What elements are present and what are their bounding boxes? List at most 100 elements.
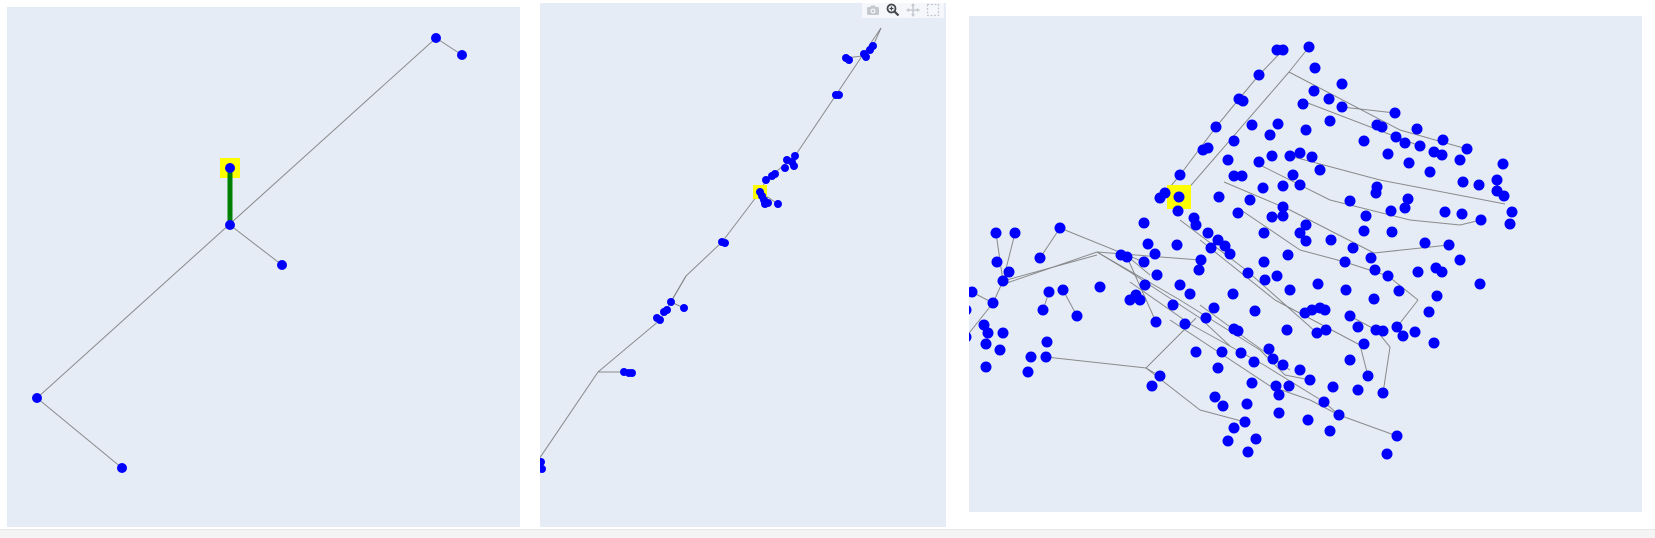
graph-node (969, 305, 972, 315)
zoom-icon[interactable] (884, 2, 902, 18)
graph-node (1174, 279, 1186, 291)
graph-edge (794, 94, 837, 157)
graph-node (1397, 330, 1409, 342)
graph-node (1411, 123, 1423, 135)
camera-icon[interactable] (864, 2, 882, 18)
graph-node (1352, 384, 1364, 396)
plot-area-3[interactable] (969, 16, 1642, 512)
plot-area-1[interactable] (7, 7, 520, 527)
pan-icon[interactable] (904, 2, 922, 18)
graph-node (1258, 256, 1270, 268)
graph-node (1259, 274, 1271, 286)
graph-node (1195, 254, 1207, 266)
graph-node (1306, 151, 1318, 163)
graph-node (1190, 219, 1202, 231)
graph-node (1250, 433, 1262, 445)
graph-node (783, 156, 791, 164)
network-graph-3[interactable] (969, 16, 1642, 512)
graph-node (1443, 239, 1455, 251)
graph-node (1266, 211, 1278, 223)
graph-edge (1215, 98, 1240, 128)
graph-node (1294, 364, 1306, 376)
graph-node (866, 46, 874, 54)
graph-node (1347, 242, 1359, 254)
graph-node (791, 152, 799, 160)
graph-edge (685, 241, 723, 277)
graph-node (1461, 143, 1473, 155)
graph-node (990, 227, 1002, 239)
box-select-icon[interactable] (924, 2, 942, 18)
graph-node (1263, 343, 1275, 355)
graph-node (1436, 149, 1448, 161)
graph-edge (1199, 409, 1246, 423)
graph-node (1358, 135, 1370, 147)
graph-edge (1240, 209, 1301, 251)
graph-node (1368, 293, 1380, 305)
graph-node (1428, 337, 1440, 349)
graph-node (1403, 157, 1415, 169)
graph-edge (1129, 281, 1191, 325)
graph-edge (1289, 209, 1375, 254)
graph-node (1138, 217, 1150, 229)
graph-node (1190, 346, 1202, 358)
graph-node (628, 369, 636, 377)
graph-node (1071, 310, 1083, 322)
graph-node (1318, 396, 1330, 408)
graph-edge (1179, 299, 1261, 351)
graph-edge (1039, 227, 1061, 259)
graph-node (991, 256, 1003, 268)
graph-node (1242, 267, 1254, 279)
graph-node (1344, 195, 1356, 207)
graph-node (1473, 179, 1485, 191)
graph-node (1456, 208, 1468, 220)
network-graph-2[interactable] (540, 3, 946, 527)
graph-edge (435, 37, 463, 56)
graph-node (1193, 264, 1205, 276)
graph-edge (721, 191, 761, 243)
graph-node (1414, 140, 1426, 152)
graph-edge (1338, 414, 1398, 437)
graph-node (1146, 380, 1158, 392)
plot-modebar (862, 2, 944, 18)
graph-node (1241, 398, 1253, 410)
graph-node (656, 316, 664, 324)
graph-node (1272, 118, 1284, 130)
plot-area-2[interactable] (540, 3, 946, 527)
graph-edge (1341, 106, 1396, 114)
graph-node (1009, 227, 1021, 239)
node-layer (32, 33, 467, 473)
graph-node (1339, 256, 1351, 268)
graph-node (1228, 170, 1240, 182)
graph-node (1382, 148, 1394, 160)
graph-edge (1329, 199, 1411, 221)
graph-edge (969, 302, 994, 335)
graph-node (1149, 248, 1161, 260)
graph-node (1297, 98, 1309, 110)
graph-node (1324, 115, 1336, 127)
graph-node (1352, 321, 1364, 333)
graph-node (1324, 425, 1336, 437)
graph-node (1454, 254, 1466, 266)
graph-node (1270, 380, 1282, 392)
network-graph-1[interactable] (7, 7, 520, 527)
graph-node (680, 304, 688, 312)
graph-node (1312, 278, 1324, 290)
graph-node (1362, 370, 1374, 382)
graph-node (1054, 222, 1066, 234)
graph-node (1174, 169, 1186, 181)
graph-node (1184, 288, 1196, 300)
graph-node (1358, 338, 1370, 350)
graph-node (1040, 351, 1052, 363)
graph-node (1253, 156, 1265, 168)
graph-node (225, 220, 235, 230)
graph-node (1057, 284, 1069, 296)
graph-edge (1396, 299, 1419, 328)
graph-node (1497, 158, 1509, 170)
graph-node (225, 163, 235, 173)
graph-node (277, 260, 287, 270)
graph-node (1382, 270, 1394, 282)
graph-node (1457, 176, 1469, 188)
graph-edge (1245, 269, 1318, 334)
graph-node (1281, 324, 1293, 336)
graph-node (1041, 336, 1053, 348)
